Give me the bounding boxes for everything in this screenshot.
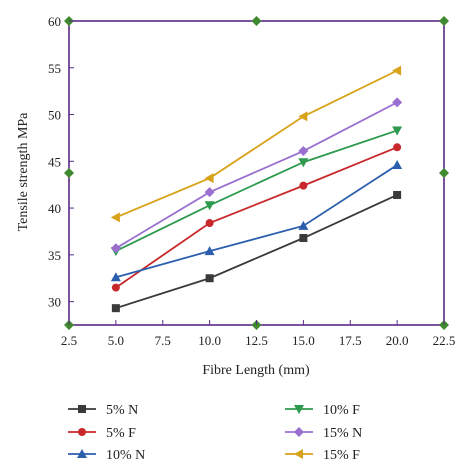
series-line-15-f xyxy=(115,69,398,219)
data-point-15-n-1 xyxy=(204,187,215,198)
y-tick-label-2: 40 xyxy=(48,201,61,216)
legend-item-5-n: 5% N xyxy=(68,403,138,418)
series-line-10-n xyxy=(115,164,398,279)
x-tick-label-0: 2.5 xyxy=(61,333,77,348)
data-point-10-n-1 xyxy=(204,246,215,256)
data-point-10-f-1 xyxy=(204,201,215,211)
x-tick-label-6: 17.5 xyxy=(339,333,362,348)
legend-label-15-n: 15% N xyxy=(323,426,362,441)
legend-item-10-f: 10% F xyxy=(285,403,360,418)
legend-item-5-f: 5% F xyxy=(68,426,136,441)
data-point-5-n-3 xyxy=(393,190,402,199)
series-line-5-f xyxy=(115,146,398,289)
legend-item-10-n: 10% N xyxy=(68,448,145,463)
data-point-10-n-0 xyxy=(110,272,121,282)
y-tick-label-0: 30 xyxy=(48,295,61,310)
legend-item-15-n: 15% N xyxy=(285,426,362,441)
series-5-f xyxy=(111,143,402,292)
y-axis-ticks: 30 35 40 45 50 55 60 xyxy=(48,14,74,310)
data-point-15-f-0 xyxy=(110,212,120,223)
data-point-10-f-3 xyxy=(392,126,403,136)
data-point-5-n-2 xyxy=(299,234,308,243)
series-15-f xyxy=(110,65,402,223)
data-point-5-n-1 xyxy=(205,274,214,283)
data-point-10-n-3 xyxy=(392,160,403,170)
data-point-10-n-2 xyxy=(298,220,309,230)
data-point-5-f-0 xyxy=(111,283,120,292)
legend-label-10-n: 10% N xyxy=(106,448,145,463)
data-point-5-f-3 xyxy=(393,143,402,152)
legend-marker-10-n xyxy=(77,449,87,458)
series-line-10-f xyxy=(115,129,398,252)
series-line-5-n xyxy=(115,194,398,310)
legend-item-15-f: 15% F xyxy=(285,448,360,463)
y-tick-label-4: 50 xyxy=(48,108,61,123)
data-point-5-f-1 xyxy=(205,219,214,228)
data-point-15-n-2 xyxy=(298,146,309,157)
data-point-15-f-3 xyxy=(392,65,402,76)
data-point-5-n-0 xyxy=(111,304,120,313)
x-tick-label-2: 7.5 xyxy=(155,333,171,348)
legend: 5% N 5% F 10% N 10% F 15% N 15% F xyxy=(68,403,362,463)
legend-label-5-f: 5% F xyxy=(106,426,136,441)
legend-label-5-n: 5% N xyxy=(106,403,138,418)
legend-marker-5-n xyxy=(78,405,86,413)
x-tick-label-7: 20.0 xyxy=(386,333,409,348)
y-tick-label-1: 35 xyxy=(48,248,61,263)
legend-marker-15-f xyxy=(294,449,303,459)
legend-marker-5-f xyxy=(78,428,86,436)
x-tick-label-8: 22.5 xyxy=(433,333,456,348)
frame-corner-marker-1 xyxy=(251,16,262,26)
frame-corner-marker-3 xyxy=(64,168,74,178)
x-tick-label-5: 15.0 xyxy=(292,333,315,348)
data-point-15-n-3 xyxy=(392,97,403,108)
series-layer xyxy=(110,65,403,313)
legend-label-15-f: 15% F xyxy=(323,448,360,463)
x-tick-label-1: 5.0 xyxy=(108,333,124,348)
x-axis-title: Fibre Length (mm) xyxy=(202,363,310,378)
data-point-15-f-2 xyxy=(298,111,308,122)
y-axis-title: Tensile strength MPa xyxy=(16,112,31,232)
legend-marker-15-n xyxy=(294,427,304,437)
frame-corner-marker-2 xyxy=(439,16,449,26)
y-tick-label-3: 45 xyxy=(48,154,61,169)
y-tick-label-6: 60 xyxy=(48,14,61,29)
data-point-15-n-0 xyxy=(110,243,121,254)
frame-corner-marker-4 xyxy=(439,168,449,178)
series-5-n xyxy=(111,190,402,313)
series-line-15-n xyxy=(115,101,398,250)
legend-marker-10-f xyxy=(294,405,304,414)
data-point-5-f-2 xyxy=(299,181,308,190)
plot-border xyxy=(68,20,445,326)
legend-label-10-f: 10% F xyxy=(323,403,360,418)
x-tick-label-3: 10.0 xyxy=(198,333,221,348)
data-point-15-f-1 xyxy=(204,173,214,184)
series-10-n xyxy=(110,160,403,282)
data-point-10-f-2 xyxy=(298,158,309,168)
series-10-f xyxy=(110,126,403,257)
x-axis-ticks: 2.5 5.0 7.5 10.0 12.5 15.0 17.5 20.0 22.5 xyxy=(61,320,456,348)
x-tick-label-4: 12.5 xyxy=(245,333,268,348)
series-15-n xyxy=(110,97,403,254)
y-tick-label-5: 55 xyxy=(48,61,61,76)
